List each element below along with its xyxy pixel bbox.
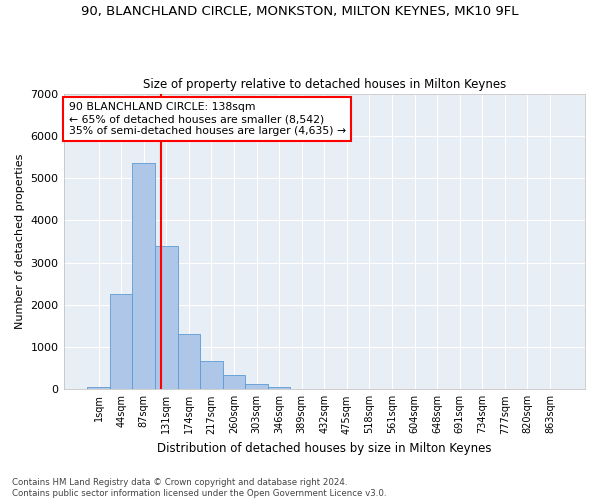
Text: 90 BLANCHLAND CIRCLE: 138sqm
← 65% of detached houses are smaller (8,542)
35% of: 90 BLANCHLAND CIRCLE: 138sqm ← 65% of de… xyxy=(69,102,346,136)
Bar xyxy=(155,246,178,390)
Bar xyxy=(110,294,133,390)
Bar xyxy=(178,334,200,390)
Bar xyxy=(223,374,245,390)
Bar xyxy=(268,387,290,390)
X-axis label: Distribution of detached houses by size in Milton Keynes: Distribution of detached houses by size … xyxy=(157,442,491,455)
Bar xyxy=(87,387,110,390)
Y-axis label: Number of detached properties: Number of detached properties xyxy=(15,154,25,329)
Bar xyxy=(245,384,268,390)
Title: Size of property relative to detached houses in Milton Keynes: Size of property relative to detached ho… xyxy=(143,78,506,91)
Bar xyxy=(200,360,223,390)
Bar xyxy=(133,164,155,390)
Text: 90, BLANCHLAND CIRCLE, MONKSTON, MILTON KEYNES, MK10 9FL: 90, BLANCHLAND CIRCLE, MONKSTON, MILTON … xyxy=(81,5,519,18)
Text: Contains HM Land Registry data © Crown copyright and database right 2024.
Contai: Contains HM Land Registry data © Crown c… xyxy=(12,478,386,498)
